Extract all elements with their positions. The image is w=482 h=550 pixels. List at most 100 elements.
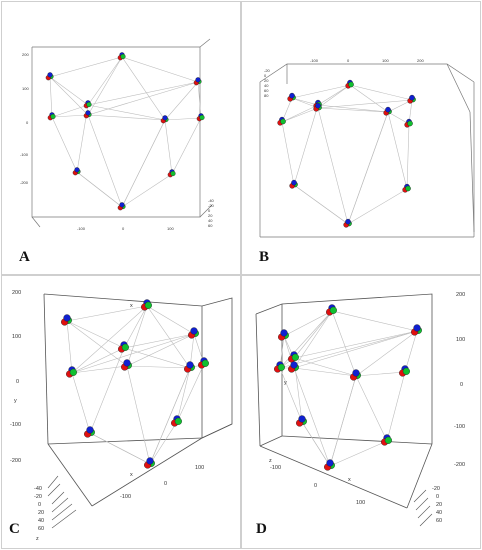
plot-d: 200 100 0 -100 -200 y x -100 0 100 -20 0… (255, 292, 465, 527)
y-tick-a-2: 0 (26, 120, 29, 125)
z-tick-b-4: 60 (264, 88, 269, 93)
landmark-point (146, 457, 154, 465)
y-tick-c-4: -200 (10, 458, 21, 464)
landmark-cluster (84, 426, 95, 438)
y-tick-c-1: 100 (12, 334, 21, 340)
landmark-cluster (198, 357, 209, 369)
landmark-point (326, 459, 334, 467)
landmark-point (298, 415, 306, 423)
y-axis-label-d: y (284, 380, 287, 386)
panel-d: 200 100 0 -100 -200 y x -100 0 100 -20 0… (241, 275, 481, 549)
plot-c: 200 100 0 -100 -200 y x -100 0 100 x -40… (10, 290, 233, 542)
x-axis-label-d: x (348, 477, 351, 483)
landmark-cluster (381, 434, 392, 446)
y-tick-c-0: 200 (12, 290, 21, 296)
landmark-cluster (277, 116, 286, 126)
axis-ticks-a: 200 100 0 -100 -200 -100 0 100 -40 -20 0… (20, 52, 215, 231)
z-tick-a-0: -40 (208, 198, 215, 203)
landmark-point (195, 77, 201, 83)
landmark-point (402, 367, 410, 375)
landmark-point (407, 120, 413, 127)
x-tick-c-0: -100 (120, 494, 131, 500)
landmark-cluster (402, 183, 411, 193)
y-tick-d-1: 100 (456, 337, 465, 343)
landmark-point (385, 106, 391, 113)
axis-box-b (259, 63, 475, 238)
x-tick-b-2: 100 (382, 58, 389, 63)
axis-ticks-d: 200 100 0 -100 -200 y x -100 0 100 -20 0… (269, 292, 465, 524)
z-tick-d-4: 60 (436, 518, 442, 524)
landmark-point (345, 218, 351, 225)
axis-ticks-b: -100 0 100 200 -20 0 20 40 60 80 (264, 58, 424, 98)
z-tick-d-1: 0 (436, 494, 439, 500)
landmark-cluster (45, 72, 54, 81)
landmark-cluster (343, 218, 352, 228)
landmark-point (119, 202, 125, 208)
landmark-cluster (383, 106, 392, 116)
panel-label-d: D (256, 521, 267, 537)
z-tick-marks-d (413, 489, 433, 527)
z-tick-d-2: 20 (436, 502, 442, 508)
z-tick-d-3: 40 (436, 510, 442, 516)
landmark-cluster (313, 102, 322, 112)
landmark-point (162, 115, 168, 121)
z-tick-c-5: 60 (38, 526, 44, 532)
x-axis-label-c: x (130, 303, 133, 309)
landmark-cluster (289, 179, 298, 189)
z-tick-b-5: 80 (264, 93, 269, 98)
panel-label-b: B (259, 249, 270, 265)
panel-a: 200 100 0 -100 -200 -100 0 100 -40 -20 0… (1, 1, 241, 275)
y-axis-label-c: y (14, 398, 17, 404)
x-axis-letter-c: x (130, 472, 133, 478)
landmark-cluster (117, 52, 126, 61)
z-axis-label-c: z (36, 536, 39, 542)
x-tick-c-2: 100 (195, 465, 204, 471)
landmark-point (329, 306, 337, 314)
landmark-point (47, 72, 53, 78)
landmark-cluster (326, 304, 337, 316)
landmark-point (291, 179, 297, 186)
landmark-point (174, 417, 182, 425)
landmark-point (186, 361, 194, 369)
y-tick-d-0: 200 (456, 292, 465, 298)
landmark-point (291, 353, 299, 361)
landmark-point (413, 324, 421, 332)
x-tick-a-1: 0 (122, 226, 125, 231)
landmark-point (74, 167, 80, 173)
landmark-cluster (278, 329, 289, 341)
y-tick-a-0: 200 (22, 52, 29, 57)
z-tick-c-0: -40 (34, 486, 42, 492)
z-tick-b-3: 40 (264, 83, 269, 88)
z-tick-c-1: -20 (34, 494, 42, 500)
landmark-point (352, 369, 360, 377)
landmark-points-a (45, 52, 205, 211)
mesh-edges-d (279, 310, 418, 467)
landmark-cluster (196, 113, 205, 122)
x-tick-d-0: -100 (270, 465, 281, 471)
mesh-edges-a (49, 56, 202, 208)
landmark-cluster (118, 341, 129, 353)
landmark-cluster (274, 361, 285, 373)
landmark-cluster (167, 169, 176, 178)
landmark-cluster (399, 365, 410, 377)
landmark-cluster (184, 361, 195, 373)
panel-c: 200 100 0 -100 -200 y x -100 0 100 x -40… (1, 275, 241, 549)
x-tick-c-1: 0 (164, 481, 167, 487)
landmark-point (289, 92, 295, 99)
landmark-cluster (345, 79, 354, 89)
landmark-cluster (193, 77, 202, 86)
y-tick-d-2: 0 (460, 382, 463, 388)
x-tick-a-2: 100 (167, 226, 174, 231)
landmark-point (121, 343, 129, 351)
landmark-cluster (141, 299, 152, 311)
y-tick-d-3: -100 (454, 424, 465, 430)
x-tick-d-2: 100 (356, 500, 365, 506)
landmark-cluster (188, 327, 199, 339)
z-tick-c-2: 0 (38, 502, 41, 508)
x-tick-b-1: 0 (347, 58, 350, 63)
landmark-point (85, 110, 91, 116)
landmark-cluster (407, 94, 416, 104)
landmark-cluster (47, 112, 56, 121)
landmark-points-b (277, 79, 416, 228)
landmark-cluster (296, 415, 307, 427)
